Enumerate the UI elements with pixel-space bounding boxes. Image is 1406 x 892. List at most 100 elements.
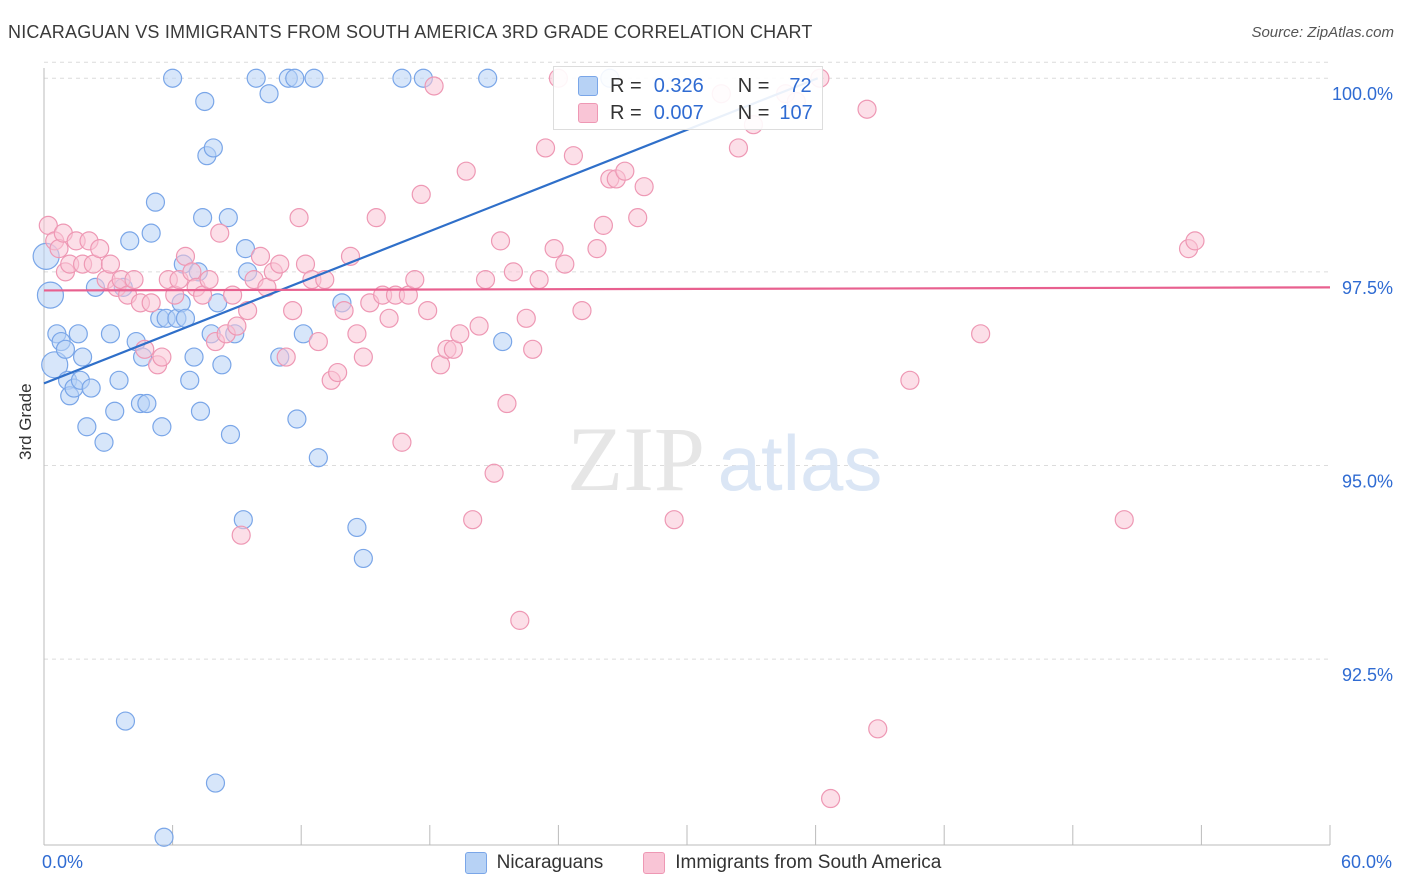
point-south-america	[124, 270, 144, 290]
x-tick-min: 0.0%	[42, 852, 84, 872]
point-south-america	[405, 270, 425, 290]
point-nicaraguans	[115, 711, 136, 731]
n-label: N =	[737, 101, 770, 124]
trend-line-south-america	[43, 286, 1331, 292]
point-south-america	[544, 239, 564, 259]
series-legend: Nicaraguans Immigrants from South Americ…	[0, 852, 1406, 874]
point-nicaraguans	[190, 401, 211, 421]
point-nicaraguans	[353, 548, 373, 569]
point-nicaraguans	[100, 324, 121, 344]
point-south-america	[628, 208, 648, 228]
r-value: 0.007	[653, 101, 704, 124]
point-nicaraguans	[81, 378, 101, 398]
point-nicaraguans	[293, 324, 313, 344]
legend-label: Immigrants from South America	[675, 852, 942, 873]
watermark-zip: ZIP	[567, 408, 705, 510]
y-tick-labels: 92.5% 95.0% 97.5% 100.0%	[1332, 84, 1393, 685]
legend-swatch-blue	[578, 76, 598, 96]
point-south-america	[308, 331, 328, 352]
point-nicaraguans	[212, 355, 232, 375]
y-axis-label: 3rd Grade	[16, 383, 35, 460]
point-nicaraguans	[347, 517, 367, 538]
point-south-america	[484, 463, 504, 483]
point-nicaraguans	[120, 231, 140, 251]
point-south-america	[210, 223, 230, 243]
point-south-america	[141, 293, 161, 313]
stats-row-south-america: R = 0.007 N = 107	[578, 100, 813, 126]
point-south-america	[523, 339, 543, 359]
point-south-america	[555, 254, 575, 274]
legend-item-nicaraguans: Nicaraguans	[464, 852, 603, 874]
axes	[43, 68, 1331, 846]
point-south-america	[868, 719, 888, 739]
point-south-america	[1185, 231, 1205, 251]
point-south-america	[199, 270, 219, 290]
point-south-america	[100, 254, 121, 274]
point-nicaraguans	[72, 347, 93, 367]
point-south-america	[728, 138, 749, 158]
point-nicaraguans	[203, 138, 223, 158]
point-south-america	[1114, 510, 1134, 530]
point-south-america	[503, 262, 523, 282]
r-value: 0.326	[653, 74, 704, 97]
point-south-america	[456, 161, 476, 181]
point-nicaraguans	[246, 68, 266, 88]
point-nicaraguans	[163, 68, 183, 88]
source-label: Source: ZipAtlas.com	[1251, 24, 1394, 41]
point-nicaraguans	[137, 393, 157, 414]
point-nicaraguans	[184, 347, 204, 367]
point-south-america	[450, 324, 470, 344]
n-label: N =	[737, 74, 770, 97]
y-tick-label: 97.5%	[1342, 278, 1393, 298]
y-tick-label: 92.5%	[1342, 665, 1393, 685]
point-nicaraguans	[41, 351, 69, 379]
point-nicaraguans	[220, 424, 241, 445]
point-nicaraguans	[68, 324, 88, 344]
n-value: 72	[789, 74, 812, 97]
point-nicaraguans	[154, 827, 174, 847]
point-south-america	[821, 788, 841, 809]
legend-item-south-america: Immigrants from South America	[643, 852, 941, 874]
point-south-america	[510, 610, 530, 630]
point-south-america	[411, 184, 431, 205]
legend-swatch-pink	[578, 103, 598, 123]
point-south-america	[593, 215, 614, 235]
point-nicaraguans	[235, 239, 256, 259]
point-south-america	[231, 525, 251, 545]
point-nicaraguans	[208, 293, 228, 313]
point-south-america	[463, 510, 483, 530]
point-south-america	[615, 161, 635, 181]
point-nicaraguans	[205, 773, 226, 793]
point-south-america	[334, 300, 354, 321]
point-nicaraguans	[308, 448, 328, 468]
point-south-america	[971, 324, 991, 344]
point-south-america	[238, 300, 258, 321]
point-south-america	[250, 246, 271, 266]
x-tick-max: 60.0%	[1340, 852, 1392, 872]
r-label: R =	[610, 101, 642, 124]
point-south-america	[587, 239, 607, 259]
point-south-america	[497, 393, 517, 414]
n-value: 107	[779, 101, 813, 124]
point-south-america	[283, 300, 303, 321]
point-south-america	[223, 285, 243, 305]
point-nicaraguans	[145, 192, 166, 212]
point-south-america	[366, 208, 386, 228]
point-nicaraguans	[195, 91, 215, 112]
point-nicaraguans	[259, 84, 279, 104]
point-nicaraguans	[392, 68, 412, 88]
point-south-america	[857, 99, 877, 119]
point-nicaraguans	[141, 223, 161, 243]
point-south-america	[418, 300, 438, 321]
point-nicaraguans	[478, 68, 498, 88]
point-south-america	[563, 146, 584, 166]
point-nicaraguans	[493, 331, 513, 352]
point-south-america	[475, 270, 496, 290]
point-south-america	[490, 231, 511, 251]
point-south-america	[347, 324, 367, 344]
point-nicaraguans	[285, 68, 305, 88]
point-south-america	[289, 208, 309, 228]
point-nicaraguans	[109, 370, 129, 390]
point-south-america	[353, 347, 373, 367]
